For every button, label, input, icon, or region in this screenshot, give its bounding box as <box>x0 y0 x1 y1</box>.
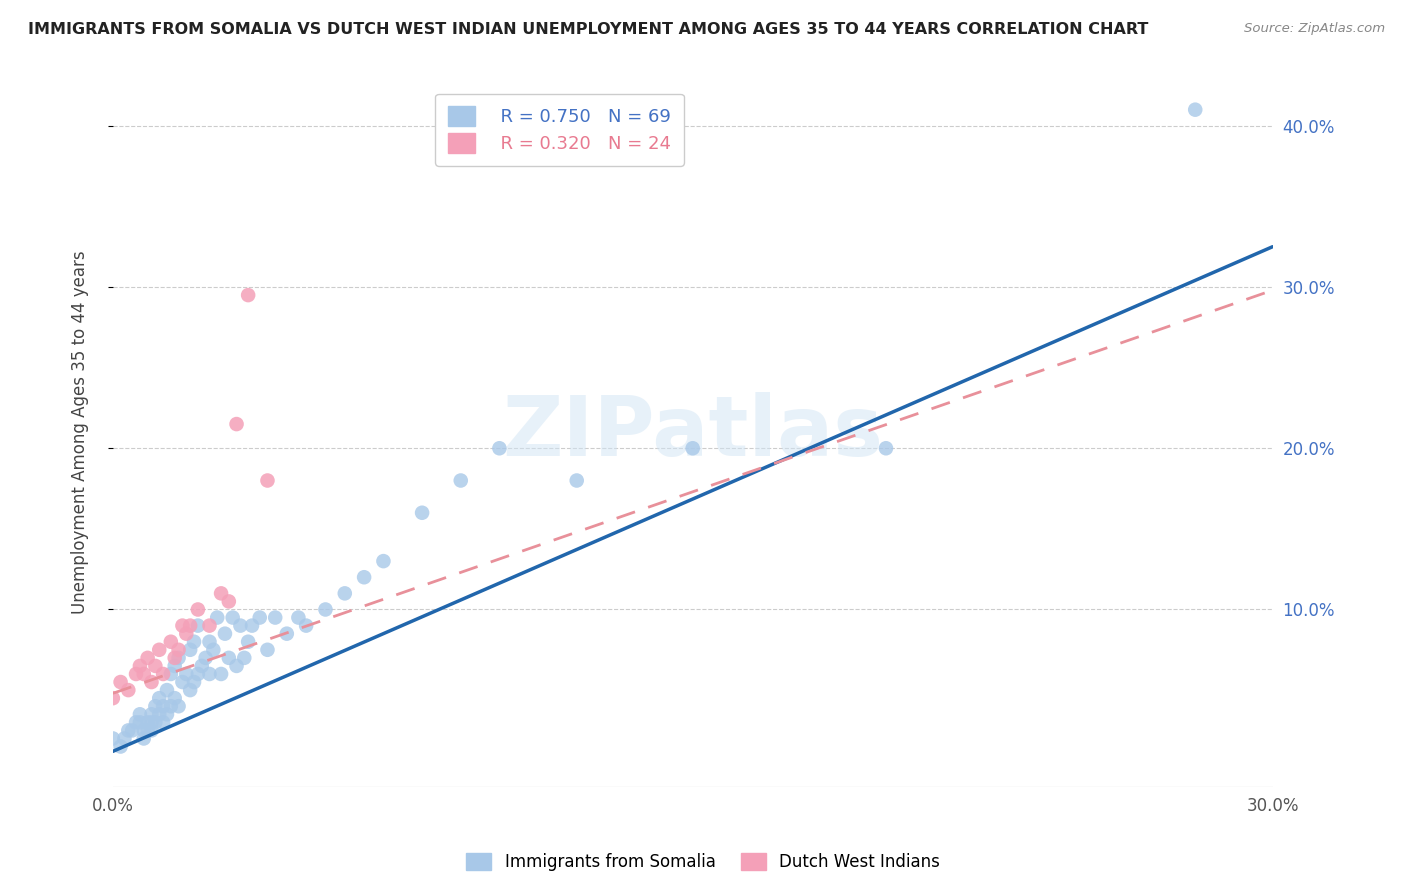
Point <box>160 634 183 648</box>
Point <box>160 667 183 681</box>
Point <box>148 691 170 706</box>
Text: ZIPatlas: ZIPatlas <box>502 392 883 473</box>
Point <box>160 699 183 714</box>
Text: Source: ZipAtlas.com: Source: ZipAtlas.com <box>1244 22 1385 36</box>
Point <box>176 626 198 640</box>
Point <box>136 651 159 665</box>
Point <box>179 642 201 657</box>
Point <box>183 675 205 690</box>
Point <box>114 731 136 746</box>
Point <box>167 651 190 665</box>
Point <box>172 675 194 690</box>
Point <box>249 610 271 624</box>
Point <box>488 442 510 456</box>
Y-axis label: Unemployment Among Ages 35 to 44 years: Unemployment Among Ages 35 to 44 years <box>72 251 89 614</box>
Point <box>198 634 221 648</box>
Point <box>121 723 143 738</box>
Point <box>167 642 190 657</box>
Point <box>190 659 212 673</box>
Point <box>209 586 232 600</box>
Point <box>125 715 148 730</box>
Point <box>117 723 139 738</box>
Point <box>1184 103 1206 117</box>
Point <box>129 659 152 673</box>
Point <box>240 618 263 632</box>
Point <box>236 634 259 648</box>
Point <box>875 442 897 456</box>
Text: IMMIGRANTS FROM SOMALIA VS DUTCH WEST INDIAN UNEMPLOYMENT AMONG AGES 35 TO 44 YE: IMMIGRANTS FROM SOMALIA VS DUTCH WEST IN… <box>28 22 1149 37</box>
Point <box>141 715 163 730</box>
Point <box>145 659 167 673</box>
Point <box>129 715 152 730</box>
Point <box>136 715 159 730</box>
Point <box>236 288 259 302</box>
Point <box>194 651 217 665</box>
Point <box>141 723 163 738</box>
Point <box>179 683 201 698</box>
Point <box>682 442 704 456</box>
Point <box>295 618 318 632</box>
Point <box>225 417 247 431</box>
Point <box>148 707 170 722</box>
Point <box>187 618 209 632</box>
Point <box>333 586 356 600</box>
Point <box>163 659 186 673</box>
Point <box>205 610 228 624</box>
Point <box>373 554 395 568</box>
Point <box>156 707 179 722</box>
Point <box>214 626 236 640</box>
Point <box>276 626 298 640</box>
Point <box>225 659 247 673</box>
Point <box>101 731 124 746</box>
Point <box>256 474 278 488</box>
Point <box>183 634 205 648</box>
Point <box>187 602 209 616</box>
Point <box>198 667 221 681</box>
Point <box>152 667 174 681</box>
Point <box>129 707 152 722</box>
Point <box>314 602 336 616</box>
Point <box>218 594 240 608</box>
Point <box>148 642 170 657</box>
Legend: Immigrants from Somalia, Dutch West Indians: Immigrants from Somalia, Dutch West Indi… <box>458 845 948 880</box>
Point <box>172 618 194 632</box>
Point <box>198 618 221 632</box>
Point <box>233 651 256 665</box>
Point <box>167 699 190 714</box>
Point <box>117 683 139 698</box>
Point <box>152 715 174 730</box>
Point <box>229 618 252 632</box>
Point <box>176 667 198 681</box>
Point <box>132 723 155 738</box>
Point <box>152 699 174 714</box>
Point <box>218 651 240 665</box>
Point <box>264 610 287 624</box>
Point <box>136 723 159 738</box>
Point <box>110 675 132 690</box>
Point <box>287 610 309 624</box>
Point <box>163 651 186 665</box>
Point <box>163 691 186 706</box>
Point <box>132 667 155 681</box>
Point <box>221 610 243 624</box>
Point <box>202 642 225 657</box>
Point <box>132 731 155 746</box>
Point <box>141 675 163 690</box>
Point <box>209 667 232 681</box>
Point <box>565 474 588 488</box>
Point <box>179 618 201 632</box>
Point <box>353 570 375 584</box>
Point <box>450 474 472 488</box>
Point <box>411 506 433 520</box>
Point <box>187 667 209 681</box>
Point <box>141 707 163 722</box>
Point <box>101 691 124 706</box>
Point <box>125 667 148 681</box>
Point <box>156 683 179 698</box>
Point <box>256 642 278 657</box>
Point <box>110 739 132 754</box>
Legend:   R = 0.750   N = 69,   R = 0.320   N = 24: R = 0.750 N = 69, R = 0.320 N = 24 <box>434 94 683 166</box>
Point <box>145 699 167 714</box>
Point <box>145 715 167 730</box>
